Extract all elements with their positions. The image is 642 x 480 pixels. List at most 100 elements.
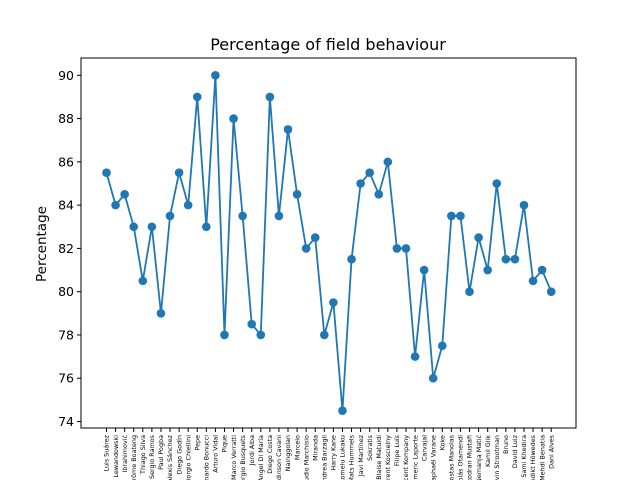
data-point — [220, 330, 229, 340]
x-tick-label: Ibrahimović — [121, 435, 129, 473]
x-tick-label: Sergio Ramos — [148, 434, 156, 479]
data-point — [247, 319, 257, 329]
x-tick-label: Carvajal — [420, 435, 428, 461]
x-tick-label: Thiago Silva — [139, 435, 147, 475]
x-tick-label: Lewandowski — [112, 435, 120, 478]
x-tick-label: Pepe — [193, 435, 201, 451]
data-point — [120, 190, 129, 199]
data-point — [174, 168, 184, 177]
x-tick-label: Edinson Cavani — [275, 435, 283, 480]
data-point — [256, 330, 266, 340]
x-tick-label: Diego Godín — [175, 435, 183, 474]
x-tick-label: Pique — [221, 435, 229, 453]
data-point — [483, 265, 492, 275]
y-tick-label: 90 — [58, 68, 74, 83]
x-tick-label: Andrea Barzagli — [321, 435, 329, 480]
x-tick-label: Nemanja Matić — [475, 435, 483, 480]
data-point — [147, 222, 157, 232]
x-tick-label: Alexis Sánchez — [166, 434, 174, 480]
plot-frame — [80, 57, 577, 429]
x-tick-label: Nainggolan — [284, 435, 292, 471]
series-line — [105, 75, 553, 411]
data-point — [329, 298, 338, 307]
x-tick-label: Paul Pogba — [157, 435, 165, 470]
x-tick-label: Angel Di María — [257, 435, 265, 480]
x-tick-label: Shkodran Mustafi — [466, 435, 474, 480]
data-point — [183, 200, 193, 210]
x-tick-label: Luis Suárez — [103, 434, 111, 471]
x-tick-label: Kevin Strootman — [493, 435, 501, 480]
x-tick-label: Marco Verratti — [230, 435, 238, 480]
data-point — [474, 233, 483, 242]
y-tick-label: 86 — [58, 154, 74, 169]
data-point — [238, 211, 247, 221]
x-tick-label: Vincent Kompany — [402, 435, 410, 480]
data-point — [274, 211, 284, 221]
data-point — [437, 341, 447, 351]
x-tick-label: Claudio Marchisio — [302, 435, 310, 480]
x-tick-label: Kamil Glik — [484, 435, 492, 467]
data-point — [419, 265, 429, 275]
data-point — [501, 254, 511, 264]
x-tick-label: Jordi Alba — [248, 435, 256, 466]
data-point — [356, 179, 365, 188]
data-point — [447, 211, 456, 221]
x-tick-label: Sokratis — [366, 434, 374, 460]
data-point — [465, 287, 474, 296]
y-tick-label: 74 — [58, 414, 74, 429]
data-point — [365, 168, 374, 177]
x-tick-label: Leonardo Bonucci — [203, 435, 211, 480]
data-point — [211, 71, 220, 80]
data-point — [283, 125, 293, 134]
data-point — [156, 309, 166, 318]
y-tick-label: 88 — [58, 111, 74, 126]
x-tick-label: Filipe Luís — [393, 434, 401, 466]
data-point — [392, 244, 402, 253]
data-point — [546, 287, 556, 296]
x-tick-label: Blaise Matuidi — [375, 435, 383, 480]
x-tick-label: Marcelo — [293, 435, 301, 460]
data-point — [111, 200, 120, 210]
x-tick-label: Diego Costa — [266, 435, 274, 474]
data-point — [428, 373, 438, 383]
x-tick-label: Mehdi Benatia — [538, 435, 546, 480]
y-tick-label: 80 — [58, 284, 74, 299]
data-point — [528, 276, 538, 286]
x-tick-label: Romelu Lukaku — [339, 435, 347, 480]
data-point — [192, 92, 202, 102]
y-axis-label: Percentage — [34, 206, 50, 282]
x-tick-label: Bruno — [502, 435, 510, 454]
x-tick-label: Sami Khedira — [520, 435, 528, 478]
data-point — [383, 157, 393, 167]
y-tick-label: 78 — [58, 327, 74, 342]
y-tick-label: 82 — [58, 241, 74, 256]
data-point — [229, 114, 238, 123]
x-tick-label: Dani Alves — [547, 434, 555, 469]
data-point — [347, 254, 356, 264]
data-point — [519, 200, 529, 210]
x-tick-label: Mats Hummels — [348, 434, 356, 480]
x-tick-label: David Luiz — [511, 434, 519, 468]
data-point — [265, 92, 275, 102]
x-tick-label: Aymeric Laporte — [411, 435, 419, 480]
data-point — [129, 222, 139, 232]
x-tick-label: Koke — [438, 435, 446, 450]
data-point — [338, 406, 347, 415]
chart-title: Percentage of field behaviour — [210, 35, 446, 54]
data-point — [492, 179, 502, 188]
data-point — [138, 276, 148, 286]
data-point — [510, 254, 520, 264]
x-tick-label: Harry Kane — [330, 435, 338, 471]
x-tick-label: Jérôme Boateng — [130, 435, 138, 480]
data-point — [310, 233, 320, 242]
x-tick-label: Kostas Manolas — [448, 434, 456, 480]
x-tick-label: Sergio Busquets — [239, 434, 247, 480]
x-tick-label: Laurent Koscielny — [384, 435, 392, 480]
x-tick-label: Miranda — [311, 435, 319, 461]
data-point — [292, 190, 302, 199]
data-point — [456, 211, 465, 221]
data-point — [374, 190, 384, 199]
data-point — [102, 168, 111, 177]
data-point — [202, 222, 211, 232]
